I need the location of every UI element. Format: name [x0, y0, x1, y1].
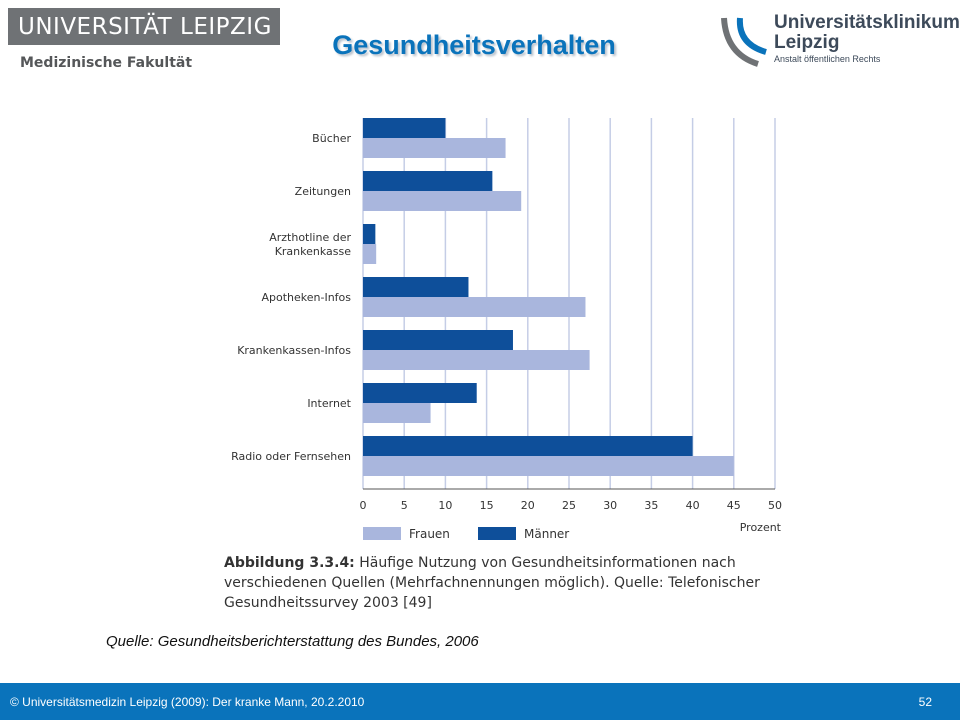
legend-swatch-maenner	[478, 527, 516, 540]
bar-frauen	[363, 350, 590, 370]
faculty-name: Medizinische Fakultät	[20, 55, 193, 71]
footer-bar: © Universitätsmedizin Leipzig (2009): De…	[0, 683, 960, 720]
category-label: Krankenkasse	[275, 245, 352, 258]
x-tick-label: 50	[768, 499, 782, 512]
bar-frauen	[363, 403, 431, 423]
x-axis-label: Prozent	[740, 521, 782, 534]
legend-label-frauen: Frauen	[409, 527, 450, 540]
legend-swatch-frauen	[363, 527, 401, 540]
footer-copyright: © Universitätsmedizin Leipzig (2009): De…	[10, 695, 365, 709]
x-tick-label: 30	[603, 499, 617, 512]
category-label: Apotheken-Infos	[261, 291, 351, 304]
x-tick-label: 40	[686, 499, 700, 512]
x-tick-label: 35	[644, 499, 658, 512]
bar-frauen	[363, 456, 734, 476]
clinic-logo-icon	[721, 17, 767, 67]
legend-label-maenner: Männer	[524, 527, 569, 540]
category-label: Arzthotline der	[269, 231, 351, 244]
bar-maenner	[363, 224, 376, 244]
category-label: Bücher	[312, 132, 351, 145]
clinic-name-line2: Leipzig	[774, 32, 840, 53]
bar-frauen	[363, 138, 506, 158]
page-number: 52	[918, 695, 932, 709]
university-logo-text: UNIVERSITÄT LEIPZIG	[8, 8, 280, 45]
bar-frauen	[363, 191, 522, 211]
bar-maenner	[363, 330, 513, 350]
clinic-name-line1: Universitätsklinikum	[774, 12, 960, 33]
bar-frauen	[363, 297, 586, 317]
page-title: Gesundheitsverhalten	[332, 30, 616, 60]
bar-maenner	[363, 118, 446, 138]
category-label: Radio oder Fernsehen	[231, 450, 351, 463]
bar-frauen	[363, 244, 377, 264]
x-tick-label: 10	[438, 499, 452, 512]
x-tick-label: 5	[401, 499, 408, 512]
figure-caption: Abbildung 3.3.4: Häufige Nutzung von Ges…	[224, 553, 784, 613]
caption-label: Abbildung 3.3.4:	[224, 555, 355, 571]
x-tick-label: 25	[562, 499, 576, 512]
category-label: Krankenkassen-Infos	[237, 344, 351, 357]
clinic-logo: Universitätsklinikum Leipzig Anstalt öff…	[718, 10, 960, 70]
clinic-name-line3: Anstalt öffentlichen Rechts	[774, 54, 881, 64]
category-label: Zeitungen	[295, 185, 351, 198]
bar-maenner	[363, 436, 693, 456]
x-tick-label: 0	[360, 499, 367, 512]
source-note: Quelle: Gesundheitsberichterstattung des…	[106, 633, 479, 650]
university-logo: UNIVERSITÄT LEIPZIG Medizinische Fakultä…	[8, 8, 280, 71]
bar-maenner	[363, 383, 477, 403]
bar-maenner	[363, 277, 469, 297]
x-tick-label: 45	[727, 499, 741, 512]
caption-text: Häufige Nutzung von Gesundheitsinformati…	[224, 555, 760, 611]
x-tick-label: 20	[521, 499, 535, 512]
category-label: Internet	[307, 397, 351, 410]
x-tick-label: 15	[480, 499, 494, 512]
bar-maenner	[363, 171, 493, 191]
